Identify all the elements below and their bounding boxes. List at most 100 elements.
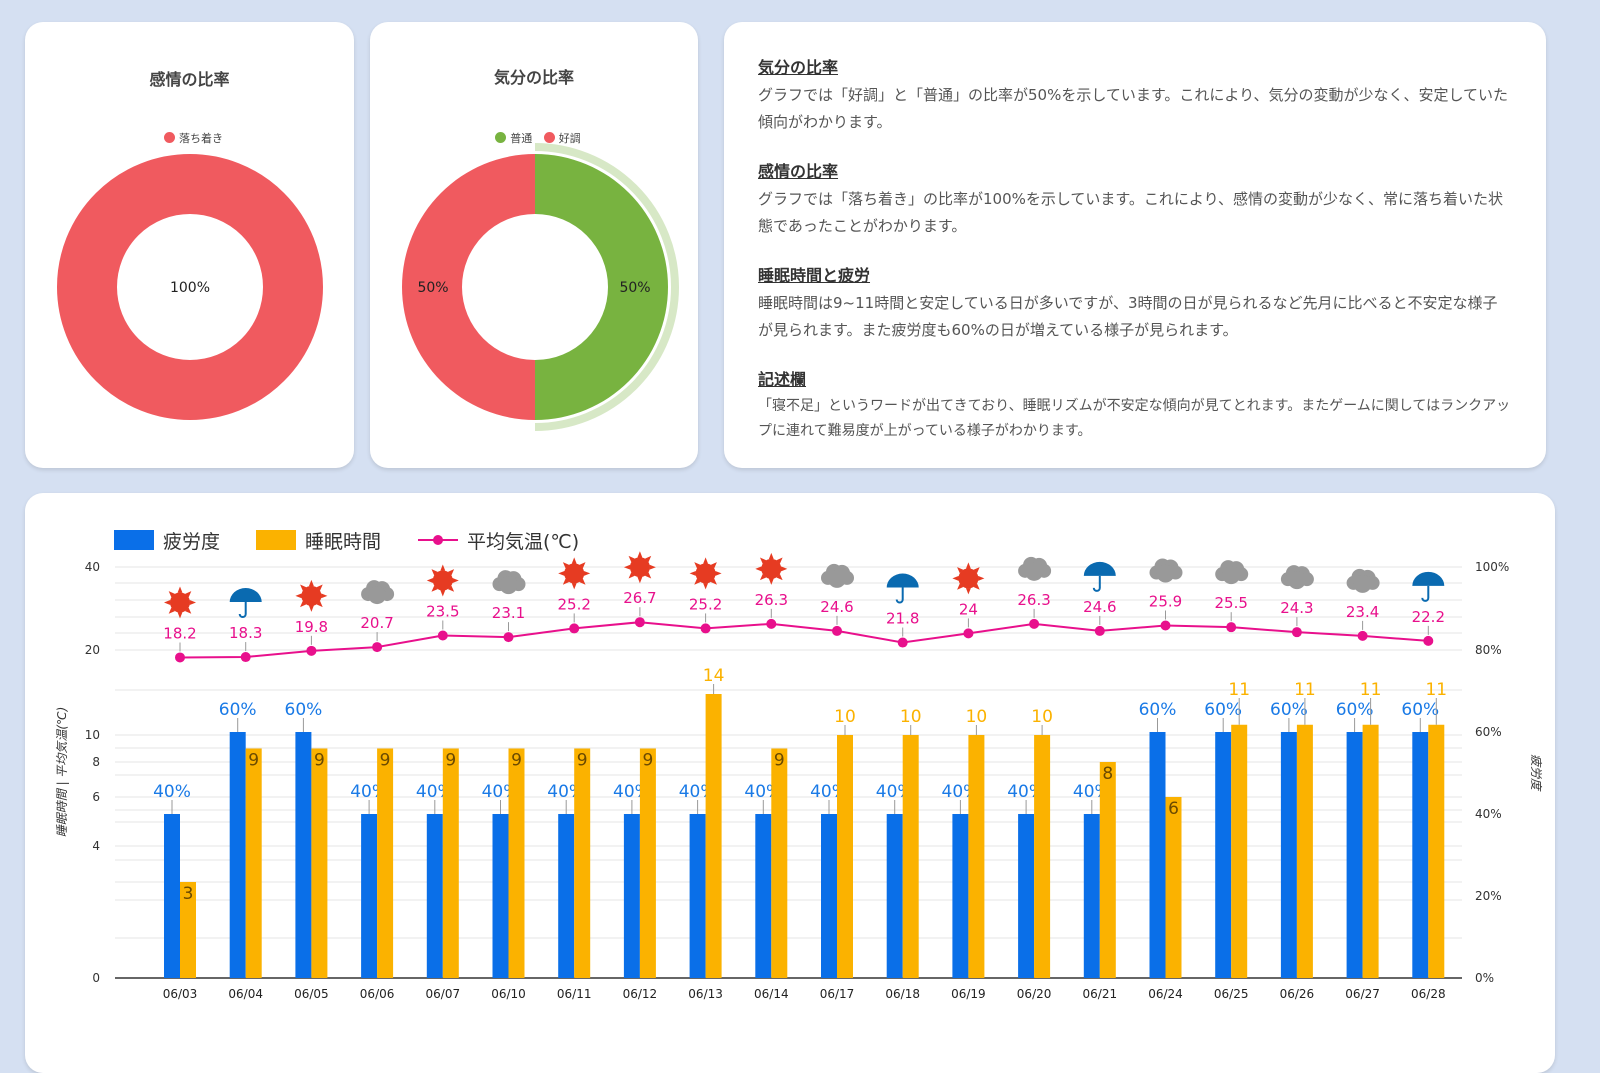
cloud-puff	[1353, 574, 1372, 593]
sun-ray	[308, 605, 314, 612]
slice-normal[interactable]	[535, 154, 668, 420]
sun-icon	[164, 586, 196, 619]
cloud-icon	[1346, 568, 1380, 593]
sun-ray	[694, 578, 701, 585]
mood-ratio-card: 気分の比率 普通 好調 50% 50%	[370, 22, 698, 468]
left-tick-label: 40	[85, 560, 100, 574]
sun-ray	[710, 562, 717, 569]
mood-legend: 普通 好調	[370, 130, 698, 146]
sun-ray	[973, 583, 980, 590]
sun-ray	[440, 590, 446, 597]
fatigue-bar	[952, 814, 969, 978]
sun-icon	[952, 562, 985, 595]
section-heading: 睡眠時間と疲労	[758, 266, 871, 285]
emotion-legend: 落ち着き	[25, 130, 354, 146]
temperature-point	[1094, 625, 1105, 636]
sleep-bar	[1296, 724, 1313, 978]
temperature-point	[1291, 627, 1302, 638]
sleep-data-label: 8	[1102, 764, 1113, 784]
sun-ray	[177, 612, 183, 619]
sun-ray	[168, 607, 175, 614]
x-tick-label: 06/12	[623, 987, 658, 1001]
temperature-data-label: 20.7	[360, 614, 393, 632]
legend-dot	[543, 132, 555, 143]
umbrella-icon	[1083, 561, 1116, 592]
sleep-bar	[574, 748, 591, 978]
x-tick-label: 06/20	[1017, 987, 1052, 1001]
umbrella-handle	[238, 602, 247, 618]
temperature-data-label: 24	[959, 600, 978, 618]
x-tick-label: 06/17	[820, 987, 855, 1001]
sun-ray	[571, 557, 577, 564]
sun-ray	[780, 566, 788, 572]
emotion-chart-title: 感情の比率	[149, 70, 230, 89]
sun-ray	[703, 583, 709, 590]
section-body: グラフでは「落ち着き」の比率が100%を示しています。これにより、感情の変動が少…	[758, 190, 1504, 235]
sun-icon	[295, 579, 328, 612]
sun-disc	[432, 570, 453, 591]
left-tick-label: 8	[92, 755, 100, 769]
umbrella-canopy	[1083, 561, 1116, 576]
umbrella-handle	[1092, 575, 1101, 592]
fatigue-bar	[1215, 732, 1232, 978]
x-tick-label: 06/13	[688, 987, 723, 1001]
mood-chart-title: 気分の比率	[493, 68, 574, 87]
x-tick-label: 06/14	[754, 987, 789, 1001]
umbrella-canopy	[229, 588, 262, 603]
sleep-bar	[771, 748, 788, 978]
temperature-point	[1357, 630, 1368, 641]
temperature-data-label: 18.2	[163, 624, 196, 642]
sleep-bar	[902, 735, 919, 978]
legend-label[interactable]: 好調	[558, 132, 581, 145]
sun-ray	[623, 564, 631, 570]
fatigue-bar	[558, 814, 575, 978]
legend-swatch-sleep	[256, 530, 296, 550]
fatigue-data-label: 60%	[1204, 700, 1242, 720]
temperature-point	[1226, 622, 1237, 633]
x-tick-label: 06/04	[228, 987, 263, 1001]
sleep-data-label: 9	[511, 751, 522, 771]
sleep-bar	[705, 694, 722, 978]
legend-label[interactable]: 普通	[510, 132, 533, 145]
legend-label-fatigue: 疲労度	[163, 531, 220, 553]
sun-ray	[755, 566, 762, 572]
sleep-bar	[1034, 735, 1051, 978]
legend-dot	[495, 132, 507, 143]
temperature-data-label: 26.3	[755, 591, 788, 609]
sleep-data-label: 3	[183, 884, 194, 904]
fatigue-bar	[1149, 732, 1166, 978]
sun-icon	[623, 551, 656, 584]
umbrella-canopy	[886, 573, 919, 588]
daily-combo-chart: 0 4 6 8 10 20 40 0% 20% 40% 60% 80% 100% 睡眠時間 | 平均気温(…	[55, 530, 1543, 1001]
umbrella-icon	[229, 588, 262, 618]
sleep-bar	[311, 748, 328, 978]
sun-ray	[426, 578, 434, 583]
section-body: グラフでは「好調」と「普通」の比率が50%を示しています。これにより、気分の変動…	[758, 86, 1509, 131]
umbrella-icon	[886, 573, 919, 604]
sun-ray	[316, 600, 323, 608]
right-tick-label: 20%	[1475, 889, 1502, 903]
sleep-data-label: 9	[577, 751, 588, 771]
sleep-data-label: 10	[834, 707, 856, 727]
sun-ray	[571, 583, 577, 590]
sun-ray	[583, 570, 591, 576]
legend-dot	[164, 132, 175, 143]
right-tick-label: 100%	[1475, 560, 1509, 574]
sun-disc	[761, 558, 782, 579]
sleep-bar	[1231, 724, 1248, 978]
legend-label[interactable]: 落ち着き	[179, 132, 223, 145]
sun-ray	[628, 555, 635, 563]
sun-ray	[562, 562, 570, 569]
cloud-icon	[821, 563, 854, 588]
sun-ray	[978, 575, 985, 581]
temperature-point	[700, 623, 711, 634]
slice-calm[interactable]	[57, 154, 323, 420]
cloud-puff	[368, 586, 387, 605]
slice-label: 50%	[619, 280, 650, 296]
x-tick-label: 06/11	[557, 987, 592, 1001]
sun-ray	[300, 600, 307, 608]
fatigue-data-label: 60%	[1401, 700, 1439, 720]
slice-label: 50%	[417, 280, 448, 296]
sun-ray	[768, 552, 774, 560]
slice-good[interactable]	[402, 154, 535, 420]
